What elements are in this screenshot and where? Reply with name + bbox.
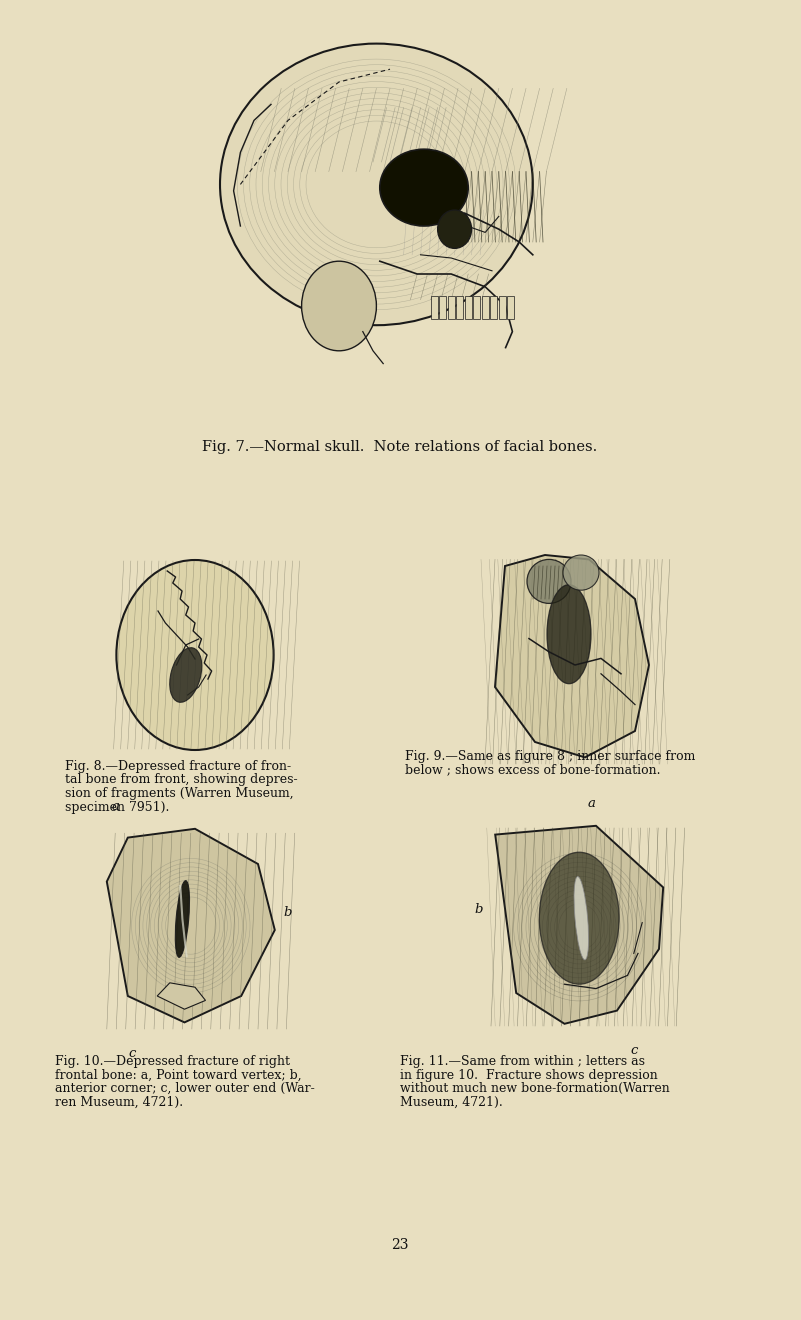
Ellipse shape <box>220 44 533 325</box>
Ellipse shape <box>527 560 571 603</box>
Bar <box>457 297 463 319</box>
Text: Fig. 7.—Normal skull.  Note relations of facial bones.: Fig. 7.—Normal skull. Note relations of … <box>203 440 598 454</box>
Bar <box>490 297 497 319</box>
Ellipse shape <box>175 880 190 957</box>
Text: c: c <box>630 1044 638 1057</box>
Ellipse shape <box>563 554 599 590</box>
Ellipse shape <box>437 210 472 248</box>
Bar <box>481 297 489 319</box>
Text: specimen 7951).: specimen 7951). <box>65 800 169 813</box>
Text: Fig. 10.—Depressed fracture of right: Fig. 10.—Depressed fracture of right <box>55 1055 290 1068</box>
Polygon shape <box>495 554 649 758</box>
Text: b: b <box>474 903 483 916</box>
Text: a: a <box>588 797 596 810</box>
Text: a: a <box>111 800 119 813</box>
Bar <box>431 297 437 319</box>
Text: sion of fragments (Warren Museum,: sion of fragments (Warren Museum, <box>65 787 294 800</box>
Polygon shape <box>157 983 206 1010</box>
Text: Museum, 4721).: Museum, 4721). <box>400 1096 503 1109</box>
Text: Fig. 8.—Depressed fracture of fron-: Fig. 8.—Depressed fracture of fron- <box>65 760 291 774</box>
Ellipse shape <box>170 648 202 702</box>
Text: b: b <box>283 906 292 919</box>
Ellipse shape <box>302 261 376 351</box>
Text: without much new bone-formation(Warren: without much new bone-formation(Warren <box>400 1082 670 1096</box>
Ellipse shape <box>574 876 589 960</box>
Text: ren Museum, 4721).: ren Museum, 4721). <box>55 1096 183 1109</box>
Text: in figure 10.  Fracture shows depression: in figure 10. Fracture shows depression <box>400 1068 658 1081</box>
Text: c: c <box>128 1047 135 1060</box>
Ellipse shape <box>116 560 274 750</box>
Text: below ; shows excess of bone-formation.: below ; shows excess of bone-formation. <box>405 763 661 776</box>
Bar <box>439 297 446 319</box>
Text: 23: 23 <box>391 1238 409 1251</box>
Text: tal bone from front, showing depres-: tal bone from front, showing depres- <box>65 774 298 787</box>
Text: frontal bone: a, Point toward vertex; b,: frontal bone: a, Point toward vertex; b, <box>55 1068 302 1081</box>
Bar <box>507 297 514 319</box>
Polygon shape <box>495 826 663 1024</box>
Text: Fig. 9.—Same as figure 8 ; inner surface from: Fig. 9.—Same as figure 8 ; inner surface… <box>405 750 695 763</box>
Bar <box>465 297 472 319</box>
Bar <box>448 297 455 319</box>
Ellipse shape <box>547 585 591 684</box>
Bar <box>473 297 480 319</box>
Ellipse shape <box>539 853 619 985</box>
Text: Fig. 11.—Same from within ; letters as: Fig. 11.—Same from within ; letters as <box>400 1055 645 1068</box>
Polygon shape <box>107 829 275 1023</box>
Text: anterior corner; c, lower outer end (War-: anterior corner; c, lower outer end (War… <box>55 1082 315 1096</box>
Ellipse shape <box>380 149 469 226</box>
Bar <box>499 297 505 319</box>
